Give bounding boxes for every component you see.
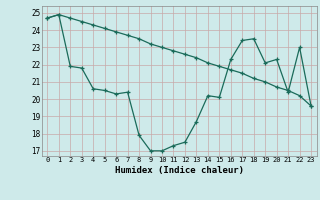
X-axis label: Humidex (Indice chaleur): Humidex (Indice chaleur)	[115, 166, 244, 175]
